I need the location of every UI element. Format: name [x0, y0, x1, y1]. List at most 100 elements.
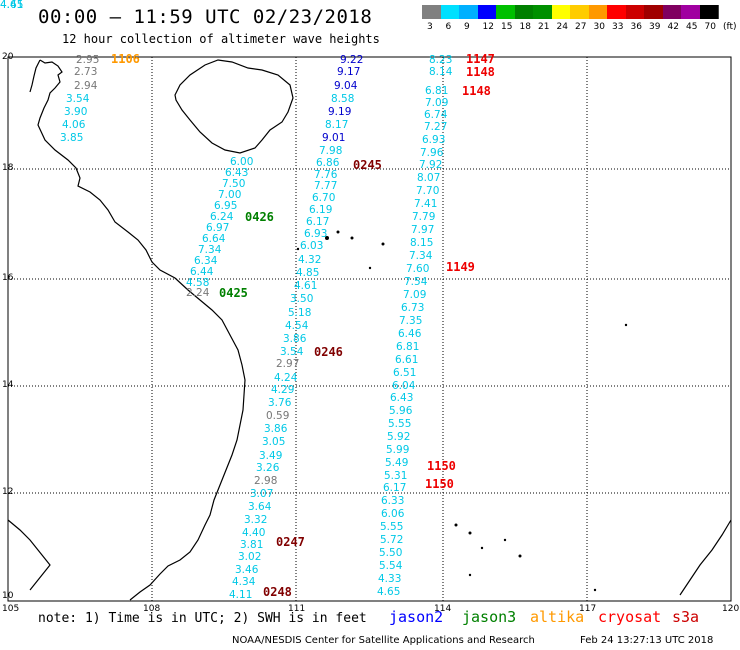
color-swatch — [699, 5, 719, 19]
wave-height-value: 6.95 — [214, 200, 238, 212]
wave-height-value: 7.41 — [414, 198, 438, 210]
wave-height-value: 4.29 — [271, 384, 295, 396]
wave-height-value: 6.43 — [225, 167, 249, 179]
wave-height-value: 5.50 — [379, 547, 403, 559]
pass-time-label: 0426 — [245, 210, 274, 224]
wave-height-value: 9.22 — [340, 54, 364, 66]
satellite-legend-jason3: jason3 — [462, 608, 517, 626]
wave-height-value: 8.14 — [429, 66, 453, 78]
wave-height-value: 5.99 — [386, 444, 410, 456]
credit-line: NOAA/NESDIS Center for Satellite Applica… — [232, 635, 535, 646]
wave-height-value: 4.54 — [285, 320, 309, 332]
wave-height-value: 3.32 — [244, 514, 268, 526]
color-scale-label: (ft) — [723, 22, 737, 32]
wave-height-value: 8.15 — [410, 237, 434, 249]
color-scale-label: 45 — [686, 22, 698, 32]
wave-height-value: 3.54 — [66, 93, 90, 105]
map-title: 00:00 – 11:59 UTC 02/23/2018 — [38, 6, 373, 28]
wave-height-value: 9.01 — [322, 132, 346, 144]
x-tick-108: 108 — [143, 604, 161, 614]
satellite-legend-cryosat: cryosat — [598, 608, 662, 626]
satellite-legend-s3a: s3a — [672, 608, 700, 626]
pass-time-label: 1147 — [466, 52, 495, 66]
wave-height-value: 7.96 — [420, 147, 444, 159]
wave-height-value: 7.60 — [406, 263, 430, 275]
west-coast — [29, 59, 41, 93]
wave-height-value: 4.58 — [186, 277, 210, 289]
wave-height-value: 4.61 — [294, 280, 318, 292]
wave-height-value: 8.07 — [417, 172, 441, 184]
wave-height-value: 9.17 — [337, 66, 361, 78]
color-scale-label: 70 — [704, 22, 716, 32]
x-tick-117: 117 — [579, 604, 597, 614]
pass-time-label: 1150 — [425, 477, 454, 491]
satellite-legend-jason2: jason2 — [389, 608, 444, 626]
wave-height-value: 9.19 — [328, 106, 352, 118]
wave-height-value: 5.55 — [380, 521, 404, 533]
wave-height-value: 3.49 — [259, 450, 283, 462]
x-tick-120: 120 — [722, 604, 740, 614]
wave-height-value: 9.04 — [334, 80, 358, 92]
wave-height-value: 3.86 — [264, 423, 288, 435]
wave-height-value: 4.40 — [242, 527, 266, 539]
wave-height-value: 3.86 — [283, 333, 307, 345]
color-scale-label: 36 — [630, 22, 642, 32]
wave-height-value: 6.17 — [306, 216, 330, 228]
wave-height-value: 2.24 — [186, 287, 210, 299]
color-scale-label: 12 — [482, 22, 494, 32]
x-tick-111: 111 — [288, 604, 306, 614]
wave-height-value: 3.81 — [240, 539, 264, 551]
x-tick-114: 114 — [434, 604, 452, 614]
wave-height-value: 7.34 — [409, 250, 433, 262]
wave-height-value: 5.92 — [387, 431, 411, 443]
wave-height-value: 6.97 — [206, 222, 230, 234]
wave-height-value: 2.73 — [74, 66, 98, 78]
wave-height-value: 6.51 — [393, 367, 417, 379]
wave-height-value: 0.59 — [266, 410, 290, 422]
wave-height-value: 3.76 — [268, 397, 292, 409]
gulf-coast — [7, 519, 51, 591]
wave-height-value: 7.54 — [404, 276, 428, 288]
y-tick-18: 18 — [2, 163, 14, 173]
color-scale-label: 6 — [445, 22, 452, 32]
wave-height-value: 6.03 — [300, 240, 324, 252]
wave-height-value: 7.97 — [411, 224, 435, 236]
wave-height-value: 7.76 — [314, 169, 338, 181]
wave-height-value: 7.50 — [222, 178, 246, 190]
x-tick-105: 105 — [2, 604, 20, 614]
color-scale-label: 42 — [667, 22, 679, 32]
wave-height-value: 6.86 — [316, 157, 340, 169]
wave-height-value: 3.85 — [60, 132, 84, 144]
wave-height-value: 7.00 — [218, 189, 242, 201]
islands — [296, 230, 628, 592]
wave-height-value: 6.34 — [194, 255, 218, 267]
wave-height-value: 4.32 — [298, 254, 322, 266]
wave-height-value: 6.93 — [304, 228, 328, 240]
color-scale-label: 24 — [556, 22, 568, 32]
wave-height-value: 2.94 — [74, 80, 98, 92]
wave-height-value: 7.92 — [419, 159, 443, 171]
color-scale-label: 30 — [593, 22, 605, 32]
east-coast — [679, 519, 732, 596]
wave-height-value: 8.58 — [331, 93, 355, 105]
wave-height-value: 5.31 — [384, 470, 408, 482]
color-scale-label: 3 — [427, 22, 433, 32]
wave-height-value: 2.95 — [76, 54, 100, 66]
wave-height-value: 7.70 — [416, 185, 440, 197]
y-tick-20: 20 — [2, 52, 14, 62]
y-tick-14: 14 — [2, 380, 14, 390]
wave-height-value: 6.43 — [390, 392, 414, 404]
color-scale-label: 18 — [519, 22, 531, 32]
pass-time-label: 1106 — [111, 52, 140, 66]
wave-height-value: 5.54 — [379, 560, 403, 572]
pass-time-label: 1150 — [427, 459, 456, 473]
wave-height-value: 3.90 — [64, 106, 88, 118]
wave-height-value: 7.27 — [424, 121, 448, 133]
wave-height-value: 3.02 — [238, 551, 262, 563]
wave-height-value: 6.00 — [230, 156, 254, 168]
hainan-island — [174, 59, 294, 154]
wave-height-value: 3.50 — [290, 293, 314, 305]
wave-height-value: 5.72 — [380, 534, 404, 546]
wave-height-value: 3.05 — [262, 436, 286, 448]
